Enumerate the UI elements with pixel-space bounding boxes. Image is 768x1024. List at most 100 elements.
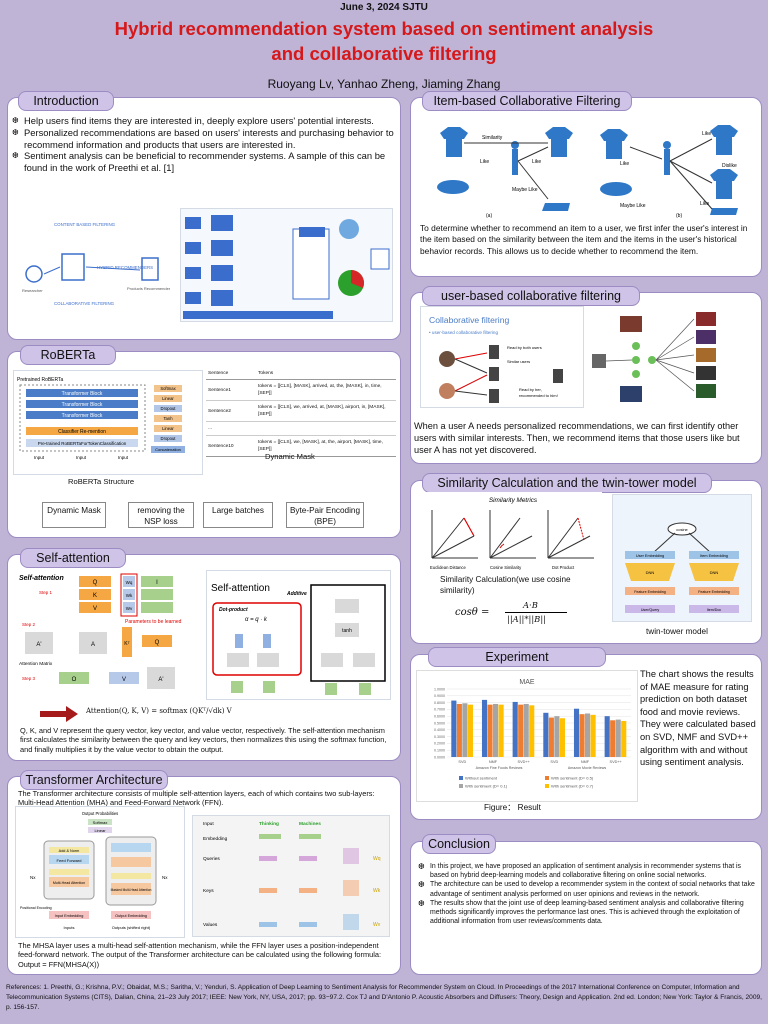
tanh-label: tanh [342, 628, 352, 634]
bar [585, 713, 591, 757]
label-researcher: Researcher [22, 288, 43, 293]
experiment-description: The chart shows the results of MAE measu… [640, 669, 756, 768]
group-label: Amazon Movie Reviews [568, 766, 607, 770]
ucf-label: Read by both users [507, 345, 542, 350]
conclusion-bullet: The architecture can be used to develop … [418, 880, 756, 898]
side-block: Dropout [161, 436, 177, 441]
attention-matrix-label: Attention Matrix [19, 661, 53, 667]
group-label: Amazon Fine Foods Reviews [476, 766, 523, 770]
bar [621, 720, 627, 757]
side-block: Softmax [160, 386, 176, 391]
metric-name: Euclidean Distance [430, 565, 467, 570]
legend-swatch [459, 776, 463, 780]
bar [498, 704, 504, 757]
bar [456, 703, 462, 757]
introduction-title: Introduction [18, 91, 114, 111]
arch-label: Pretrained RoBERTa [17, 377, 64, 383]
table-cell: tokens = [[CLS], we, [MASK], at, the, ai… [258, 440, 383, 452]
tower-label: DNN [710, 570, 719, 575]
arch-label: Positional Encoding [20, 906, 52, 910]
param-note: Parameters to be learned [125, 619, 182, 625]
bar [529, 705, 535, 757]
qkv-embedding-figure: Input Thinking Machines Embedding Querie… [192, 815, 390, 937]
dot-product-label: Dot-product [219, 607, 248, 613]
chart-title: MAE [519, 679, 535, 686]
fraction-bar [505, 612, 567, 613]
bar [559, 718, 565, 757]
formula-denominator: ||A||*||B|| [507, 614, 546, 624]
arch-label: Outputs (shifted right) [112, 925, 151, 930]
similarity-title: Similarity Calculation and the twin-towe… [422, 473, 712, 493]
metric-name: Cosine Similarity [490, 565, 522, 570]
intro-bullet: Help users find items they are intereste… [12, 115, 397, 127]
roberta-structure-caption: RoBERTa Structure [68, 477, 135, 486]
title-line-2: and collaborative filtering [271, 43, 497, 64]
conclusion-bullet: In this project, we have proposed an app… [418, 862, 756, 880]
qkv-label: Values [203, 922, 218, 928]
bar [610, 720, 616, 757]
bar [518, 704, 524, 757]
ucf-slide-figure: Collaborative filtering • user-based col… [420, 306, 584, 408]
icf-label: (b) [676, 213, 682, 219]
arch-label: Transformer Block [62, 413, 103, 419]
bar [604, 716, 610, 757]
arch-label: Transformer Block [62, 402, 103, 408]
matrix-label: V [122, 677, 126, 683]
icf-description: To determine whether to recommend an ite… [420, 223, 748, 256]
weight-label: Wk [126, 593, 133, 598]
bar [462, 703, 468, 757]
y-tick-label: 0.9000 [434, 694, 445, 698]
label-hybrid: HYBRID RECOMMENDERS [97, 265, 153, 270]
arch-label: Softmax [93, 820, 108, 825]
icf-label: Similarity [482, 135, 503, 141]
self-attention-steps-figure: Self-attention Step 1 Q K V Wq Wk Wv I P… [17, 570, 197, 695]
ucf-network-figure [588, 306, 748, 408]
arch-label: Pre-trained RoBERTaForTokenClassificatio… [38, 441, 127, 446]
icf-label: Maybe Like [620, 203, 646, 209]
label-collaborative: COLLABORATIVE FILTERING [54, 301, 115, 306]
transformer-architecture-figure: Output Probabilities Softmax Linear Add … [15, 806, 185, 938]
y-tick-label: 0.8000 [434, 701, 445, 705]
table-cell: ... [208, 426, 212, 431]
icf-label: Like [620, 161, 629, 167]
matrix-label: A [91, 642, 95, 648]
arch-label: Feed Forward [57, 858, 82, 863]
title-line-1: Hybrid recommendation system based on se… [114, 18, 654, 39]
x-tick-label: SVD [458, 760, 466, 764]
side-block: Linear [162, 396, 174, 401]
step-label: Step 1 [39, 590, 53, 595]
bar [543, 712, 549, 757]
arch-label: Transformer Block [62, 391, 103, 397]
label-content-based: CONTENT BASED FILTERING [54, 222, 116, 227]
icf-label: Dislike [722, 163, 737, 169]
ucf-title: user-based collaborative filtering (UCF) [422, 286, 640, 321]
table-cell [256, 422, 396, 436]
similarity-caption: Similarity Calculation(we use cosine sim… [440, 575, 571, 595]
icf-label: Like [480, 159, 489, 165]
ucf-label: Similar users [507, 359, 530, 364]
x-tick-label: SVD [550, 760, 558, 764]
qkv-label: Input [203, 821, 214, 827]
matrix-label: Q [93, 580, 98, 586]
dynamic-mask-caption: Dynamic Mask [265, 452, 315, 461]
dot-formula: α = q · k [245, 617, 268, 623]
bar [523, 703, 529, 757]
arch-label: Classifier Re-mention [58, 429, 106, 435]
icf-label: Maybe Like [512, 187, 538, 193]
transformer-intro: The Transformer architecture consists of… [18, 789, 375, 808]
references: References: 1. Preethi, G.; Krishna, P.V… [6, 984, 762, 1011]
qkv-label: Machines [299, 821, 321, 827]
icf-figure: Similarity Like Like Maybe Like (a) (b) … [420, 113, 752, 219]
formula-numerator: A·B [523, 600, 538, 610]
multimodal-sentiment-diagram [180, 208, 393, 322]
roberta-structure-figure: Pretrained RoBERTa Transformer Block Tra… [13, 370, 203, 475]
metrics-title: Similarity Metrics [489, 497, 538, 504]
arch-label: Nx [30, 875, 36, 880]
matrix-label: K [93, 593, 97, 599]
icf-label: Like [532, 159, 541, 165]
similarity-metrics-figure: Similarity Metrics Euclidean Distance Co… [424, 492, 602, 572]
icf-label: Like [700, 201, 709, 207]
bar [512, 701, 518, 757]
feature-bpe: Byte-Pair Encoding (BPE) [286, 502, 364, 528]
formula-lhs: cosθ = [455, 607, 490, 618]
